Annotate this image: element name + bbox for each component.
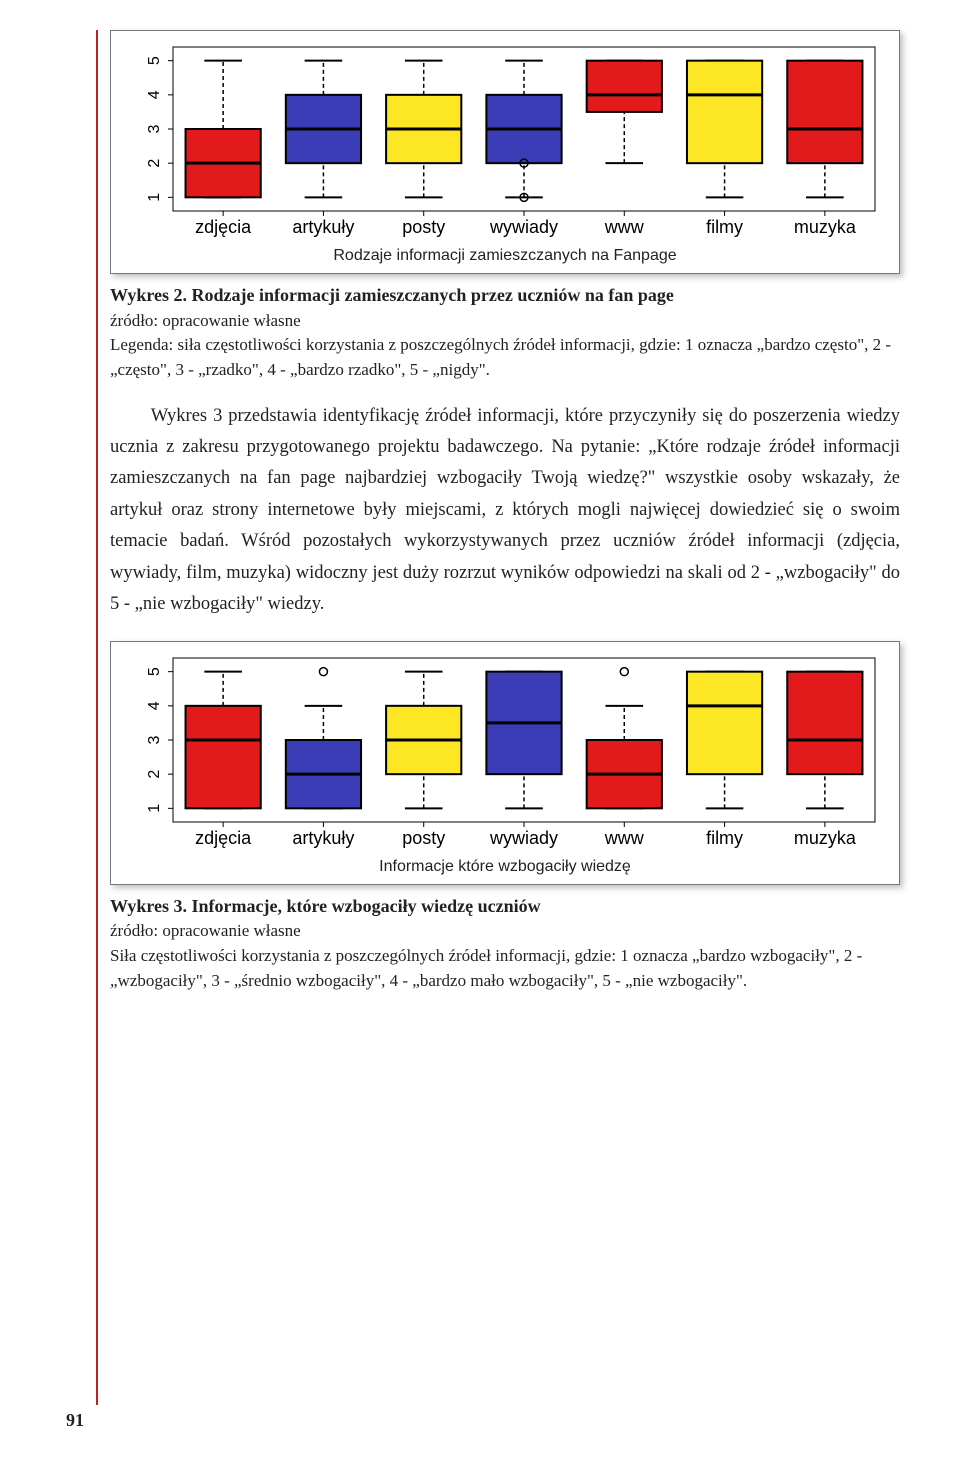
chart-b-frame: 1 2 3 4 5 zdjęcia artykuły posty wywiady www filmy…	[110, 641, 900, 885]
svg-text:www: www	[604, 217, 645, 237]
svg-text:5: 5	[146, 667, 163, 676]
caption-b-legend: Siła częstotliwości korzystania z poszcz…	[110, 946, 862, 990]
svg-text:2: 2	[146, 159, 163, 168]
margin-rule	[96, 30, 98, 1405]
chart-a-svg: 1 2 3 4 5 zdjęcia artykuły posty wywiady www filmy…	[125, 41, 885, 241]
svg-text:zdjęcia: zdjęcia	[195, 217, 252, 237]
svg-text:posty: posty	[402, 217, 445, 237]
svg-text:artykuły: artykuły	[292, 828, 354, 848]
chart-a-xaxis-label: Rodzaje informacji zamieszczanych na Fan…	[125, 247, 885, 265]
svg-text:filmy: filmy	[706, 828, 743, 848]
svg-text:zdjęcia: zdjęcia	[195, 828, 252, 848]
caption-a-title: Wykres 2. Rodzaje informacji zamieszczan…	[110, 285, 674, 305]
chart-b-svg: 1 2 3 4 5 zdjęcia artykuły posty wywiady www filmy…	[125, 652, 885, 852]
caption-a-legend: Legenda: siła częstotliwości korzystania…	[110, 335, 891, 379]
svg-text:3: 3	[146, 124, 163, 133]
page-number: 91	[66, 1410, 84, 1431]
svg-text:posty: posty	[402, 828, 445, 848]
svg-text:5: 5	[146, 56, 163, 65]
page: 1 2 3 4 5 zdjęcia artykuły posty wywiady www filmy…	[0, 0, 960, 1465]
svg-text:4: 4	[146, 701, 163, 710]
svg-text:1: 1	[146, 803, 163, 812]
caption-a: Wykres 2. Rodzaje informacji zamieszczan…	[110, 282, 900, 383]
caption-a-source: źródło: opracowanie własne	[110, 311, 301, 330]
caption-b-title: Wykres 3. Informacje, które wzbogaciły w…	[110, 896, 541, 916]
svg-text:muzyka: muzyka	[794, 217, 857, 237]
caption-b: Wykres 3. Informacje, które wzbogaciły w…	[110, 893, 900, 994]
svg-text:4: 4	[146, 90, 163, 99]
svg-text:filmy: filmy	[706, 217, 743, 237]
svg-text:www: www	[604, 828, 645, 848]
svg-text:2: 2	[146, 769, 163, 778]
body-paragraph: Wykres 3 przedstawia identyfikację źróde…	[110, 401, 900, 621]
caption-b-source: źródło: opracowanie własne	[110, 921, 301, 940]
svg-text:3: 3	[146, 735, 163, 744]
svg-text:1: 1	[146, 193, 163, 202]
chart-b-xaxis-label: Informacje które wzbogaciły wiedzę	[125, 858, 885, 876]
svg-text:wywiady: wywiady	[489, 217, 558, 237]
svg-text:wywiady: wywiady	[489, 828, 558, 848]
svg-text:artykuły: artykuły	[292, 217, 354, 237]
svg-text:muzyka: muzyka	[794, 828, 857, 848]
chart-a-frame: 1 2 3 4 5 zdjęcia artykuły posty wywiady www filmy…	[110, 30, 900, 274]
